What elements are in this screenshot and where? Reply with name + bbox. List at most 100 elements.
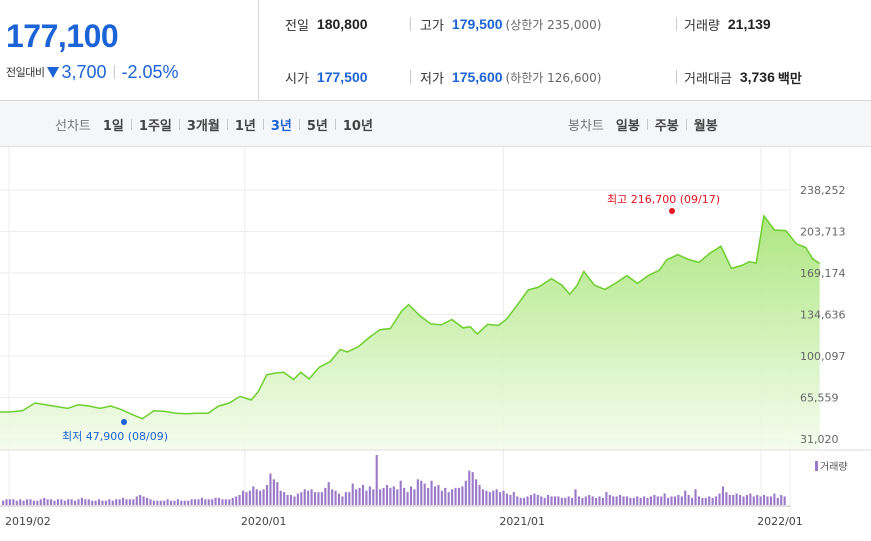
- volume-bar: [677, 495, 680, 505]
- volume-bar: [595, 497, 598, 505]
- volume-bar: [725, 492, 728, 505]
- period-tab-5y[interactable]: 5년: [306, 118, 328, 134]
- volume-bar: [766, 496, 769, 505]
- volume-bar: [581, 497, 584, 505]
- x-tick-label: 2020/01: [241, 515, 287, 528]
- candle-chart-period-group: 봉차트 일봉 주봉 월봉: [568, 101, 718, 147]
- high-value: 179,500: [451, 16, 503, 32]
- volume-bar: [231, 497, 234, 505]
- volume-bar: [214, 497, 217, 505]
- volume-bar: [49, 499, 53, 505]
- volume-bar: [142, 496, 145, 505]
- volume-bar: [53, 500, 56, 505]
- volume-bar: [190, 499, 193, 505]
- volume-bar: [293, 496, 296, 505]
- y-tick-label: 134,636: [800, 309, 846, 322]
- period-tab-1w[interactable]: 1주일: [138, 118, 172, 134]
- period-tab-10y[interactable]: 10년: [342, 118, 373, 134]
- divider: [685, 118, 687, 130]
- volume-bar: [697, 496, 700, 505]
- volume-bar: [337, 493, 341, 505]
- volume-bar: [324, 487, 327, 505]
- volume-bar: [567, 496, 570, 505]
- volume-bar: [207, 499, 210, 505]
- volume-bar: [379, 489, 382, 505]
- volume-bar: [255, 489, 258, 505]
- volume-bar: [413, 489, 416, 505]
- divider: [334, 118, 336, 130]
- volume-bar: [375, 455, 378, 505]
- change-amount: 3,700: [61, 61, 107, 82]
- volume-bar: [619, 495, 622, 505]
- volume-bar: [396, 489, 399, 505]
- divider: [676, 17, 677, 31]
- volume-bar: [492, 490, 495, 505]
- volume-bar: [481, 489, 485, 505]
- upper-limit: (상한가 235,000): [505, 17, 602, 32]
- period-tab-1d[interactable]: 1일: [102, 118, 124, 134]
- volume-bar: [361, 485, 365, 505]
- volume-bar: [742, 496, 745, 505]
- volume-bar: [653, 495, 656, 505]
- high-label: 고가: [420, 18, 444, 34]
- volume-bar: [488, 492, 491, 505]
- volume-bar: [310, 489, 313, 505]
- volume-bar: [430, 480, 433, 505]
- volume-bar: [718, 493, 721, 505]
- volume-bar: [121, 497, 125, 505]
- high-stat: 고가 179,500 (상한가 235,000): [420, 14, 601, 34]
- volume-bar: [56, 499, 59, 505]
- volume-bar: [403, 487, 406, 505]
- volume-bar: [70, 499, 73, 505]
- current-price: 177,100: [6, 18, 119, 54]
- volume-bar: [348, 492, 351, 505]
- volume-bar: [313, 492, 317, 505]
- volume-bar: [139, 495, 142, 505]
- volume-bar: [759, 496, 762, 505]
- candle-tab-weekly[interactable]: 주봉: [654, 118, 679, 134]
- volume-bar: [43, 497, 46, 505]
- volume-bar: [667, 497, 670, 505]
- volume-bar: [694, 489, 697, 505]
- volume-bar: [663, 493, 666, 505]
- volume-bar: [406, 492, 409, 505]
- volume-bar: [427, 487, 430, 505]
- volume-bar: [656, 496, 659, 505]
- volume-bar: [289, 495, 293, 505]
- price-line: [0, 214, 821, 420]
- open-value: 177,500: [316, 69, 368, 85]
- volume-bar: [32, 500, 35, 505]
- candle-tab-monthly[interactable]: 월봉: [693, 118, 718, 134]
- volume-bar: [5, 499, 8, 505]
- volume-bar: [128, 499, 131, 505]
- volume-bar: [564, 497, 567, 505]
- volume-bar: [217, 497, 221, 505]
- volume-bar: [392, 486, 395, 505]
- volume-bar: [639, 497, 642, 505]
- volume-bar: [643, 496, 646, 505]
- volume-bar: [193, 499, 197, 505]
- volume-bar: [224, 499, 227, 505]
- divider: [298, 118, 300, 130]
- volume-bar: [553, 496, 557, 505]
- volume-bar: [108, 499, 111, 505]
- volume-bar: [780, 495, 783, 505]
- volume-bar: [145, 497, 149, 505]
- volume-bar: [636, 496, 639, 505]
- volume-bar: [317, 492, 320, 505]
- volume-bar: [355, 489, 358, 505]
- period-tab-3m[interactable]: 3개월: [186, 118, 220, 134]
- open-stat: 시가 177,500: [285, 67, 368, 87]
- candle-tab-daily[interactable]: 일봉: [615, 118, 640, 134]
- period-tab-1y[interactable]: 1년: [234, 118, 256, 134]
- volume-bar: [512, 492, 515, 505]
- volume-bar: [276, 482, 279, 505]
- period-tab-3y[interactable]: 3년: [270, 118, 292, 134]
- chart-toolbar: 선차트 1일 1주일 3개월 1년 3년 5년 10년 봉차트 일봉 주봉 월봉: [0, 101, 871, 147]
- volume-bar: [241, 490, 245, 505]
- volume-bar: [471, 472, 474, 505]
- volume-bar: [708, 496, 711, 505]
- volume-bar: [447, 492, 450, 505]
- volume-bar: [115, 499, 118, 505]
